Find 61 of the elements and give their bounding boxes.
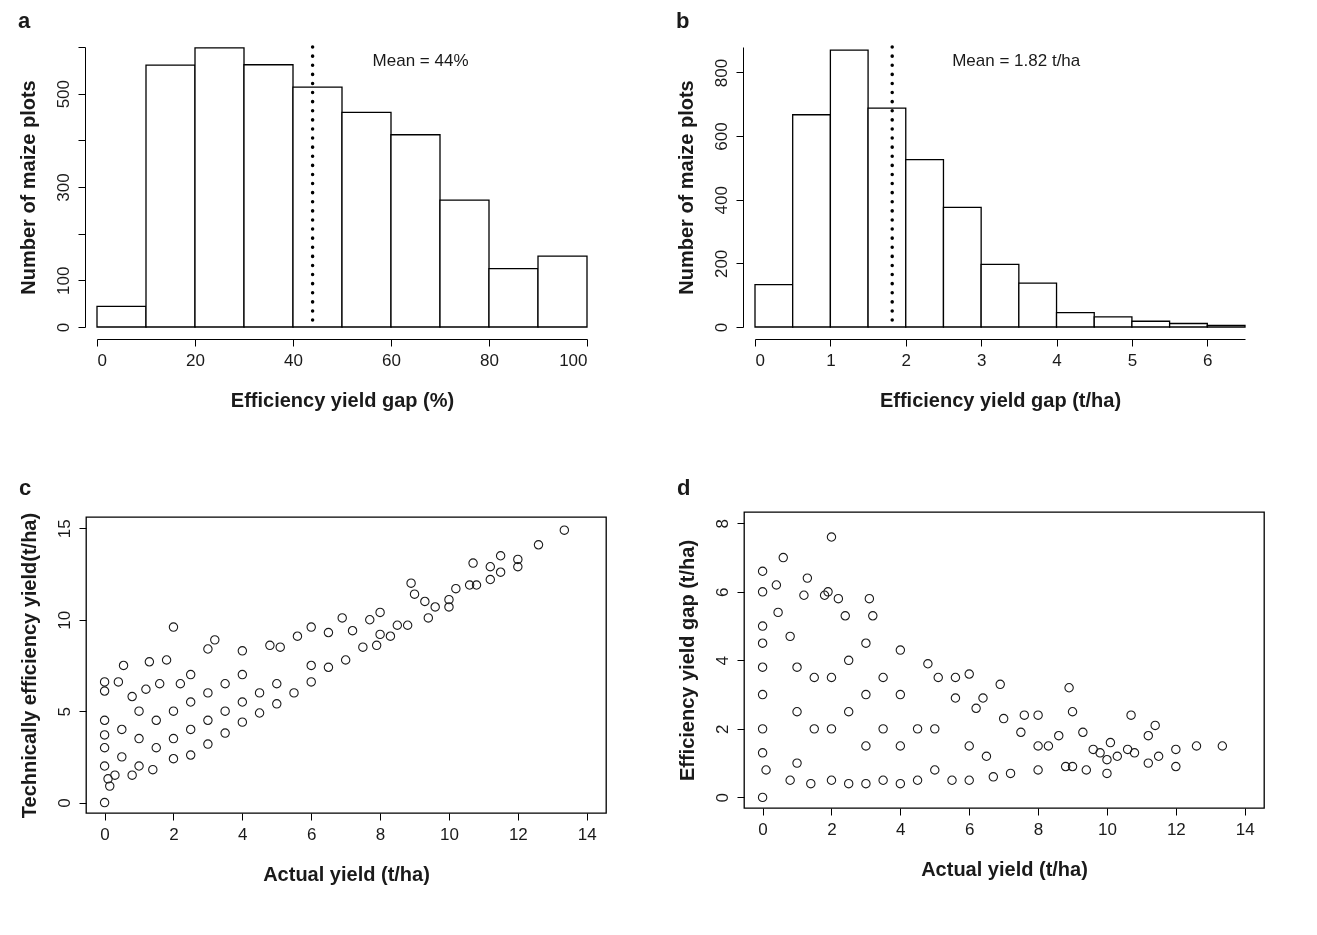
y-tick-label: 10 — [54, 610, 74, 630]
y-tick-label: 15 — [54, 519, 74, 539]
x-tick-label: 2 — [901, 350, 911, 370]
y-tick-label: 2 — [712, 724, 732, 735]
x-tick-label: 60 — [382, 350, 401, 370]
y-tick-label: 300 — [53, 173, 73, 202]
x-tick-label: 2 — [827, 819, 837, 839]
x-tick-label: 0 — [755, 350, 765, 370]
x-tick-label: 8 — [1033, 819, 1044, 839]
x-tick-label: 1 — [826, 350, 836, 370]
x-axis-title: Actual yield (t/ha) — [921, 857, 1088, 880]
x-tick-label: 10 — [440, 824, 459, 844]
x-tick-label: 6 — [964, 819, 975, 839]
y-tick-label: 500 — [53, 79, 73, 109]
x-tick-label: 8 — [375, 824, 386, 844]
x-tick-label: 40 — [284, 350, 303, 370]
x-tick-label: 3 — [976, 350, 987, 370]
y-tick-label: 6 — [712, 587, 732, 598]
y-tick-label: 4 — [712, 656, 732, 666]
x-axis-title: Actual yield (t/ha) — [263, 862, 430, 885]
y-tick-label: 100 — [53, 266, 73, 296]
y-axis-title: Technically efficiency yield(t/ha) — [17, 512, 40, 819]
y-tick-label: 5 — [54, 706, 74, 717]
x-tick-label: 100 — [559, 350, 588, 370]
x-tick-label: 0 — [100, 824, 110, 844]
x-tick-label: 4 — [896, 819, 906, 839]
y-tick-label: 600 — [711, 122, 731, 151]
y-tick-label: 8 — [712, 519, 732, 529]
y-axis-title: Efficiency yield gap (t/ha) — [675, 539, 698, 782]
y-axis-title: Number of maize plots — [674, 80, 697, 295]
x-tick-label: 6 — [1203, 350, 1213, 370]
x-tick-label: 10 — [1098, 819, 1117, 839]
y-tick-label: 200 — [711, 249, 731, 279]
x-axis-title: Efficiency yield gap (t/ha) — [879, 388, 1122, 411]
y-tick-label: 0 — [711, 322, 731, 333]
x-tick-label: 5 — [1127, 350, 1138, 370]
x-tick-label: 20 — [186, 350, 205, 370]
x-tick-label: 80 — [480, 350, 499, 370]
y-tick-label: 0 — [53, 322, 73, 333]
ref-line-label: Mean = 1.82 t/ha — [952, 51, 1081, 70]
x-tick-label: 14 — [1235, 819, 1255, 839]
x-tick-label: 0 — [97, 350, 107, 370]
y-tick-label: 400 — [711, 186, 731, 215]
x-axis-title: Efficiency yield gap (%) — [230, 388, 455, 411]
chart-title: c — [19, 475, 32, 501]
x-tick-label: 6 — [306, 824, 317, 844]
y-axis-title: Number of maize plots — [16, 80, 39, 295]
x-tick-label: 0 — [758, 819, 768, 839]
x-tick-label: 12 — [508, 824, 528, 844]
x-tick-label: 2 — [169, 824, 179, 844]
chart-title: d — [677, 475, 691, 500]
x-tick-label: 4 — [1052, 350, 1062, 370]
ref-line-label: Mean = 44% — [372, 51, 469, 70]
x-tick-label: 14 — [577, 824, 597, 844]
y-tick-label: 0 — [712, 793, 732, 803]
y-tick-label: 800 — [711, 58, 731, 88]
y-tick-label: 0 — [54, 798, 74, 808]
chart-title: b — [676, 8, 690, 34]
chart-title: a — [18, 8, 31, 34]
x-tick-label: 12 — [1166, 819, 1186, 839]
x-tick-label: 4 — [238, 824, 248, 844]
